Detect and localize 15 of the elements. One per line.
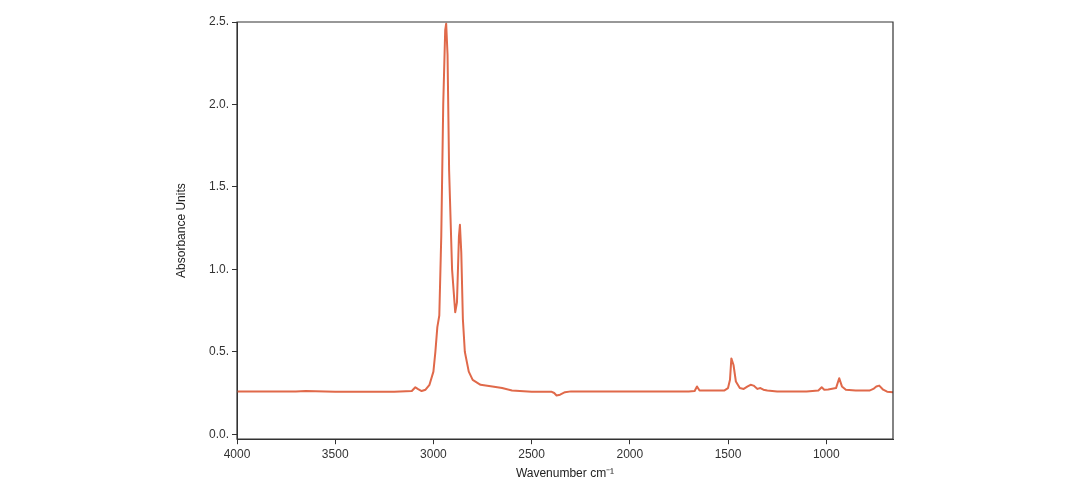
x-tick-label: 1500 bbox=[714, 446, 742, 461]
x-axis-title: Wavenumber cm⁻¹ bbox=[515, 466, 615, 481]
y-tick-label: 2.5. bbox=[208, 14, 229, 29]
y-axis-title: Absorbance Units bbox=[173, 183, 188, 278]
x-tick-label: 2500 bbox=[518, 446, 546, 461]
y-tick-label: 0.5. bbox=[208, 344, 229, 359]
x-tick-label: 3500 bbox=[321, 446, 349, 461]
y-tick-label: 1.0. bbox=[208, 261, 229, 276]
x-tick-label: 3000 bbox=[420, 446, 448, 461]
x-tick-label: 4000 bbox=[223, 446, 251, 461]
x-tick-label: 2000 bbox=[616, 446, 644, 461]
x-tick-label: 1000 bbox=[812, 446, 840, 461]
y-tick-label: 1.5. bbox=[208, 179, 229, 194]
y-tick-label: 0.0. bbox=[208, 426, 229, 441]
y-tick-label: 2.0. bbox=[208, 96, 229, 111]
